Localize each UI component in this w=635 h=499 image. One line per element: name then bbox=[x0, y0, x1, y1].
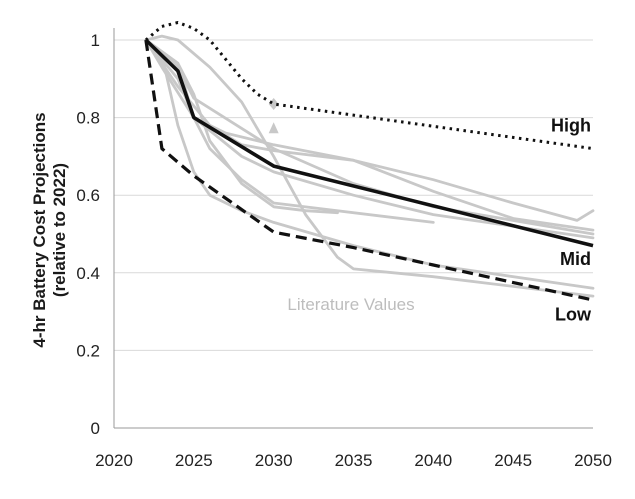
literature-line bbox=[144, 34, 595, 298]
x-tick-label: 2020 bbox=[95, 451, 133, 470]
x-tick-label: 2050 bbox=[574, 451, 612, 470]
y-axis-title-line-1: 4-hr Battery Cost Projections bbox=[30, 112, 49, 347]
literature-line bbox=[144, 38, 595, 232]
y-tick-label: 0 bbox=[91, 419, 100, 438]
y-tick-label: 1 bbox=[91, 31, 100, 50]
x-tick-label: 2045 bbox=[494, 451, 532, 470]
series-line-low bbox=[144, 39, 594, 302]
literature-annotation: Literature Values bbox=[287, 295, 414, 314]
literature-lines bbox=[144, 34, 595, 298]
x-tick-label: 2030 bbox=[255, 451, 293, 470]
x-tick-label: 2040 bbox=[414, 451, 452, 470]
series-labels: High Mid Low bbox=[551, 115, 592, 324]
series-line-mid bbox=[144, 38, 594, 248]
x-tick-label: 2025 bbox=[175, 451, 213, 470]
y-tick-label: 0.8 bbox=[76, 109, 100, 128]
x-tick-label: 2035 bbox=[335, 451, 373, 470]
series-line-high bbox=[144, 21, 594, 151]
literature-line bbox=[144, 38, 339, 215]
y-tick-label: 0.4 bbox=[76, 264, 100, 283]
literature-triangle-marker bbox=[268, 122, 279, 134]
series-label-high: High bbox=[551, 115, 591, 135]
series-label-low: Low bbox=[555, 305, 592, 325]
literature-line bbox=[144, 38, 595, 290]
axes bbox=[113, 28, 593, 429]
y-axis-title: 4-hr Battery Cost Projections (relative … bbox=[30, 112, 69, 347]
projection-series bbox=[144, 21, 594, 302]
y-axis-title-line-2: (relative to 2022) bbox=[50, 163, 69, 297]
tick-labels: 0 0.2 0.4 0.6 0.8 1 2020 2025 2030 2035 2040 2045 20… bbox=[76, 31, 612, 470]
series-label-mid: Mid bbox=[560, 249, 591, 269]
y-tick-label: 0.2 bbox=[76, 341, 100, 360]
y-tick-label: 0.6 bbox=[76, 186, 100, 205]
